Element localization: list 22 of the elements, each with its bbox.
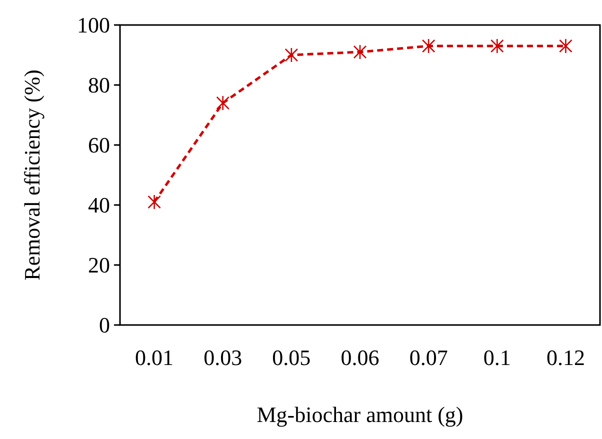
y-axis-title: Removal efficiency (%)	[20, 70, 45, 280]
y-tick-label: 40	[88, 192, 110, 218]
y-tick-label: 80	[88, 72, 110, 98]
x-tick-label: 0.06	[340, 345, 380, 370]
x-tick-label: 0.07	[409, 345, 448, 370]
x-tick-label: 0.1	[483, 345, 511, 370]
x-axis-title: Mg-biochar amount (g)	[256, 402, 464, 427]
y-tick-label: 100	[77, 12, 110, 38]
point	[490, 38, 504, 54]
point	[559, 38, 572, 54]
point	[148, 194, 161, 210]
y-tick-label: 0	[99, 312, 110, 338]
point	[216, 95, 230, 111]
x-tick-label: 0.03	[204, 345, 242, 370]
point	[284, 47, 298, 63]
y-tick-label: 60	[88, 132, 110, 158]
point	[353, 44, 367, 60]
x-tick-label: 0.12	[546, 345, 585, 370]
point	[422, 38, 436, 54]
x-tick-label: 0.05	[272, 345, 311, 370]
y-tick-label: 20	[88, 252, 110, 278]
x-tick-label: 0.01	[135, 345, 174, 370]
